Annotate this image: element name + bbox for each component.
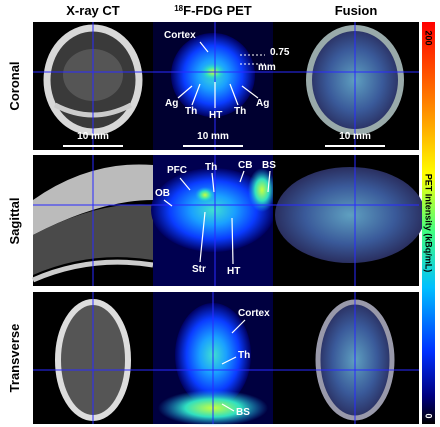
annotation: Ag (165, 98, 178, 109)
column-title: X-ray CT (66, 3, 120, 18)
annotation: HT (227, 266, 240, 277)
annotation: Th (238, 350, 250, 361)
row-label: Transverse (7, 324, 22, 393)
jaw (31, 259, 154, 283)
annotation: 0.75 (270, 47, 290, 58)
annotation: CB (238, 160, 252, 171)
annotation: Th (234, 106, 246, 117)
annotation: OB (155, 188, 170, 199)
row-label: Sagittal (7, 198, 22, 245)
annotation: BS (262, 160, 276, 171)
annotation: BS (236, 407, 250, 418)
scale-bar-label: 10 mm (339, 131, 371, 142)
colorbar-min: 0 (424, 413, 434, 418)
column-title: Fusion (335, 3, 378, 18)
annotation: mm (258, 62, 276, 73)
arrows (221, 319, 246, 412)
scale-bar-label: 10 mm (77, 131, 109, 142)
annotation: Th (205, 162, 217, 173)
annotation: HT (209, 110, 222, 121)
pet-hotspot (195, 187, 215, 203)
annotation: Th (185, 106, 197, 117)
title-text: F-FDG PET (183, 3, 252, 18)
row-label: Coronal (7, 61, 22, 110)
arrows (177, 82, 259, 108)
arrows (163, 170, 271, 265)
colorbar (422, 22, 435, 424)
annotation: Str (192, 264, 206, 275)
colorbar-max: 200 (424, 30, 434, 45)
annotation: Cortex (164, 30, 196, 41)
crosshair (33, 155, 419, 286)
colorbar-label: PET Intensity (kBq/mL) (424, 174, 434, 273)
crosshair (33, 292, 419, 424)
annotation: Cortex (238, 308, 270, 319)
annotation: PFC (167, 165, 187, 176)
pet-uptake (151, 168, 275, 252)
scale-bar-label: 10 mm (197, 131, 229, 142)
crosshair (33, 22, 419, 150)
annotation: Ag (256, 98, 269, 109)
column-title: 18F-FDG PET (174, 3, 252, 18)
fusion-brain (275, 167, 425, 263)
superscript: 18 (174, 4, 183, 13)
